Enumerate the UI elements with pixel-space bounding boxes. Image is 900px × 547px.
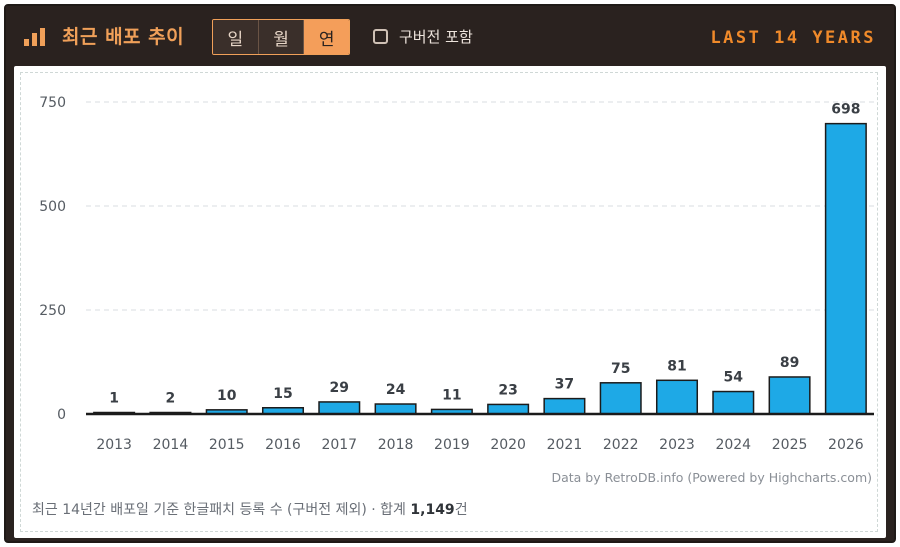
bar <box>543 397 586 415</box>
data-label: 23 <box>498 382 517 398</box>
bar <box>768 376 811 415</box>
footer-text: 최근 14년간 배포일 기준 한글패치 등록 수 (구버전 제외) · 합계 <box>32 502 411 518</box>
x-tick-label: 2013 <box>96 437 132 453</box>
footer-total: 1,149 <box>410 502 455 518</box>
data-label: 15 <box>273 386 292 402</box>
bar <box>712 390 755 415</box>
page-title: 최근 배포 추이 <box>62 26 185 48</box>
x-tick-label: 2023 <box>659 437 695 453</box>
data-label: 1 <box>109 391 119 407</box>
header: 최근 배포 추이 일 월 연 구버전 포함 LAST 14 YEARS <box>6 6 894 66</box>
data-label: 29 <box>330 380 349 396</box>
x-tick-label: 2021 <box>547 437 583 453</box>
tab-month[interactable]: 월 <box>258 20 305 54</box>
bar <box>487 403 530 415</box>
data-label: 24 <box>386 382 406 398</box>
x-tick-label: 2026 <box>828 437 864 453</box>
chart-credit[interactable]: Data by RetroDB.info (Powered by Highcha… <box>551 470 872 485</box>
x-tick-label: 2022 <box>603 437 639 453</box>
data-label: 11 <box>442 387 461 403</box>
bar <box>374 403 417 415</box>
bar <box>599 382 642 415</box>
bar-chart-icon <box>24 28 50 46</box>
tab-day[interactable]: 일 <box>213 20 259 54</box>
x-tick-label: 2015 <box>209 437 245 453</box>
x-tick-label: 2014 <box>153 437 189 453</box>
chart-border <box>20 72 878 532</box>
x-tick-label: 2024 <box>715 437 751 453</box>
data-label: 89 <box>780 355 799 371</box>
x-tick-label: 2019 <box>434 437 470 453</box>
chart-panel: 0 250 500 750 1 2013 2 2014 10 2015 15 2016 29 2017 24… <box>14 66 886 538</box>
y-tick-label: 250 <box>39 303 66 319</box>
bar <box>318 401 361 415</box>
period-toggle: 일 월 연 <box>212 19 350 55</box>
tab-year[interactable]: 연 <box>304 20 349 54</box>
data-label: 37 <box>555 377 574 393</box>
x-tick-label: 2016 <box>265 437 301 453</box>
include-old-versions-label[interactable]: 구버전 포함 <box>399 28 473 46</box>
x-tick-label: 2018 <box>378 437 414 453</box>
data-label: 698 <box>831 102 860 118</box>
data-label: 81 <box>667 358 686 374</box>
app-frame: 최근 배포 추이 일 월 연 구버전 포함 LAST 14 YEARS 0 250… <box>4 4 896 543</box>
range-badge: LAST 14 YEARS <box>710 28 876 48</box>
x-tick-label: 2020 <box>490 437 526 453</box>
y-tick-label: 0 <box>57 407 66 423</box>
data-label: 2 <box>166 391 176 407</box>
y-tick-label: 500 <box>39 199 66 215</box>
bar <box>824 122 867 415</box>
bar-chart: 0 250 500 750 1 2013 2 2014 10 2015 15 2016 29 2017 24… <box>39 95 874 453</box>
chart-footer: 최근 14년간 배포일 기준 한글패치 등록 수 (구버전 제외) · 합계 1… <box>32 499 468 519</box>
include-old-versions-checkbox[interactable] <box>373 29 388 44</box>
data-label: 10 <box>217 388 237 404</box>
data-label: 75 <box>611 361 630 377</box>
x-tick-label: 2025 <box>772 437 808 453</box>
x-tick-label: 2017 <box>321 437 357 453</box>
y-tick-label: 750 <box>39 95 66 111</box>
bar <box>655 379 699 415</box>
footer-unit: 건 <box>454 502 468 518</box>
data-label: 54 <box>724 370 744 386</box>
